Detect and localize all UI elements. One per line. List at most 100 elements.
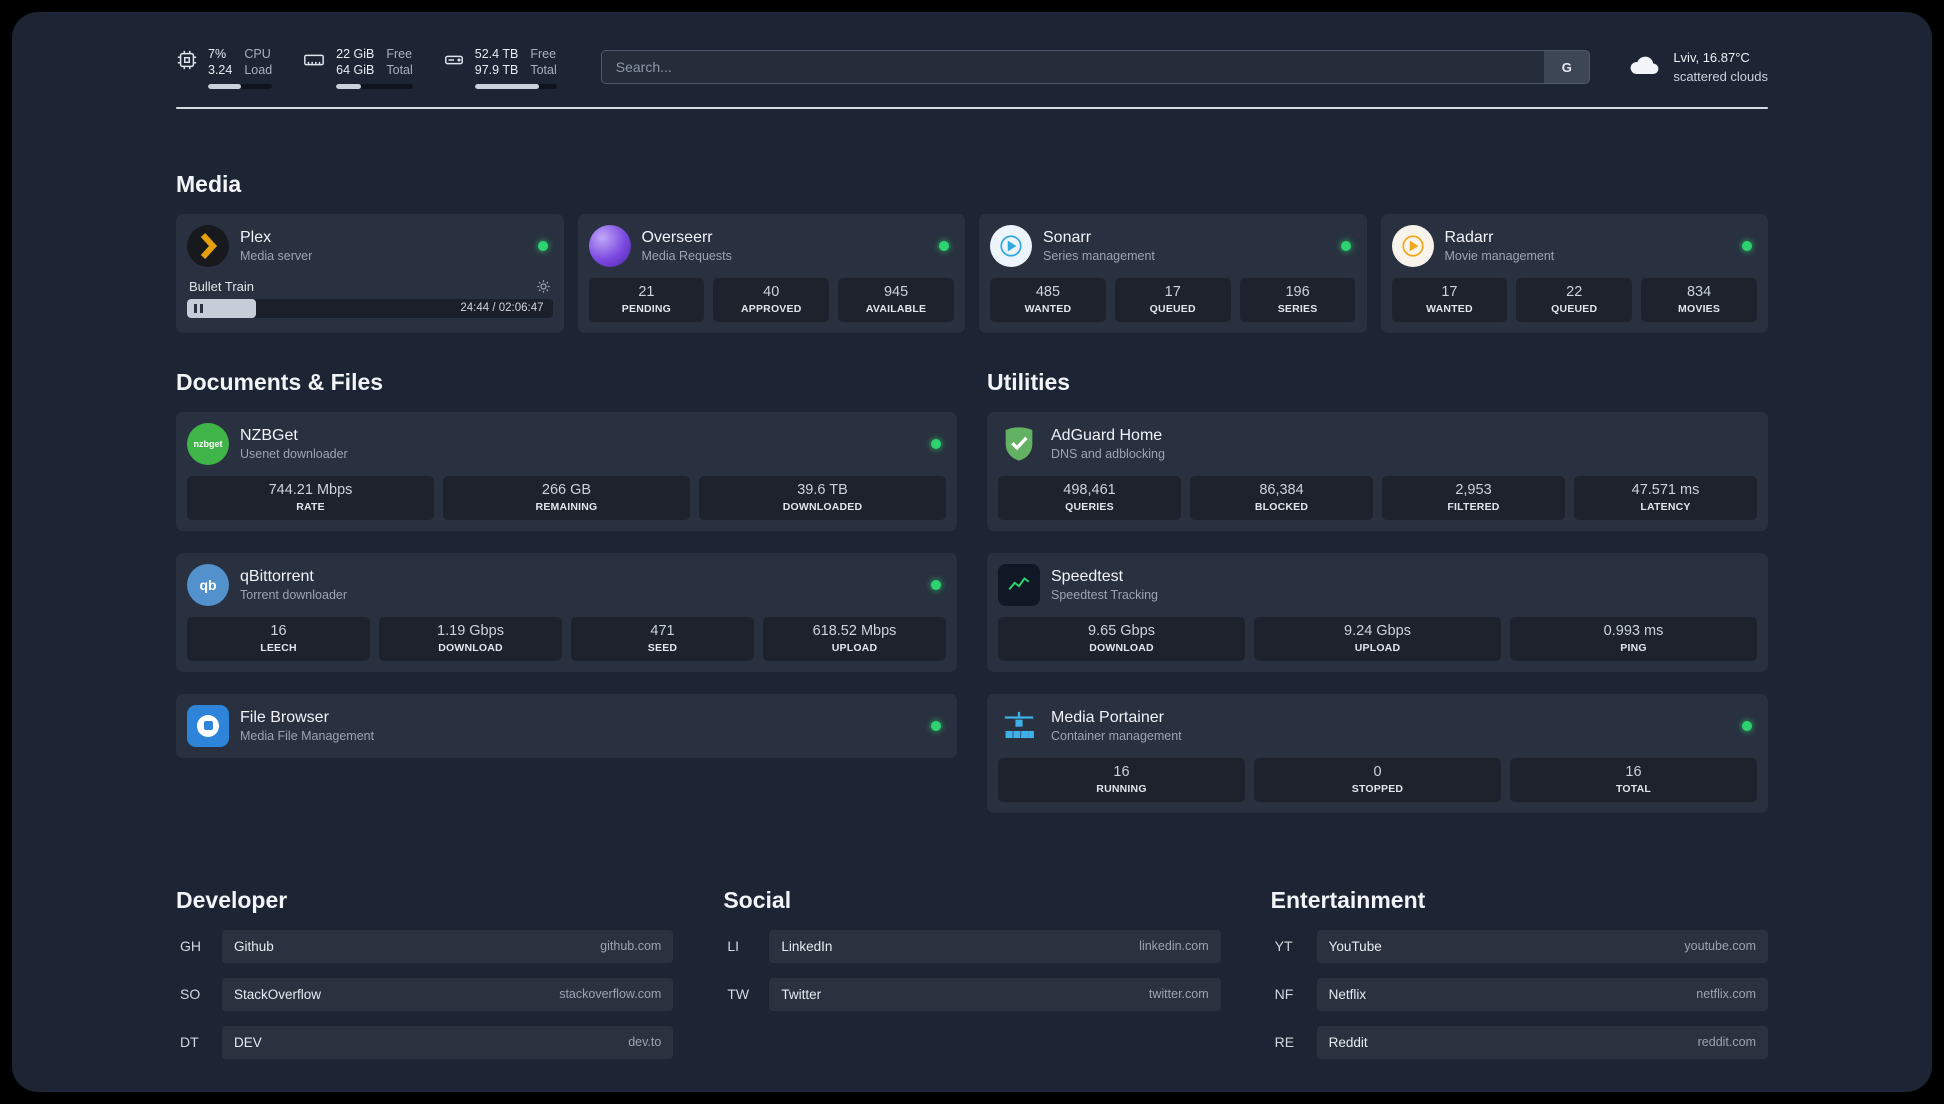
service-card-radarr[interactable]: Radarr Movie management 17 WANTED 22 QUE… [1380, 213, 1768, 333]
bookmark-netflix[interactable]: NF Netflix netflix.com [1271, 977, 1768, 1011]
status-dot [939, 240, 949, 251]
overseerr-icon [588, 224, 631, 267]
media-heading: Media [176, 170, 242, 197]
status-dot [931, 720, 941, 731]
service-card-overseerr[interactable]: Overseerr Media Requests 21 PENDING 40 A… [577, 213, 965, 333]
utilities-heading: Utilities [987, 368, 1071, 395]
bookmark-abbr: YT [1274, 938, 1293, 954]
service-name: Plex [240, 228, 272, 246]
adguard-icon [998, 423, 1040, 465]
cpu-load: 3.24 [208, 63, 233, 78]
search-engine-button[interactable]: G [1544, 50, 1591, 85]
search-input[interactable] [600, 50, 1545, 85]
bookmark-youtube[interactable]: YT YouTube youtube.com [1271, 929, 1768, 963]
service-card-adguard[interactable]: AdGuard Home DNS and adblocking 498,461 … [987, 411, 1768, 531]
cpu-label-bottom: Load [244, 63, 273, 78]
stat: 498,461 QUERIES [998, 475, 1181, 520]
stat: 196 SERIES [1239, 277, 1356, 322]
bookmark-abbr: GH [180, 938, 201, 954]
documents-heading: Documents & Files [176, 368, 384, 395]
plex-now-playing: Bullet Train [187, 279, 553, 318]
service-description: Torrent downloader [240, 587, 348, 602]
developer-heading: Developer [176, 886, 288, 913]
disk-widget: 52.4 TB 97.9 TB Free Total [443, 46, 557, 89]
service-description: Media server [240, 248, 313, 263]
header-divider [176, 106, 1768, 109]
bookmark-group-entertainment: Entertainment YT YouTube youtube.com NF … [1271, 887, 1768, 1074]
service-card-qbittorrent[interactable]: qb qBittorrent Torrent downloader 16 LEE… [176, 552, 957, 672]
memory-icon [302, 46, 326, 89]
search-bar: G [600, 50, 1591, 85]
cpu-widget: 7% 3.24 CPU Load [176, 46, 273, 89]
stat: 618.52 Mbps UPLOAD [763, 616, 946, 661]
memory-progress-bar [336, 83, 413, 89]
dashboard: 7% 3.24 CPU Load [12, 12, 1932, 1092]
bookmark-linkedin[interactable]: LI LinkedIn linkedin.com [723, 929, 1221, 963]
disk-label-top: Free [530, 47, 557, 61]
portainer-icon [998, 705, 1040, 747]
service-name: NZBGet [240, 426, 298, 444]
filebrowser-icon [187, 704, 229, 747]
bookmark-url: reddit.com [1697, 1035, 1756, 1049]
bookmark-reddit[interactable]: RE Reddit reddit.com [1271, 1025, 1768, 1059]
service-card-nzbget[interactable]: nzbget NZBGet Usenet downloader 744.21 M… [176, 411, 957, 531]
service-card-sonarr[interactable]: Sonarr Series management 485 WANTED 17 Q… [979, 213, 1367, 333]
cpu-progress-bar [208, 83, 273, 89]
service-card-plex[interactable]: Plex Media server Bullet Train [176, 213, 564, 333]
service-card-portainer[interactable]: Media Portainer Container management 16 … [987, 693, 1768, 813]
service-card-filebrowser[interactable]: File Browser Media File Management [176, 693, 957, 758]
nzbget-icon: nzbget [187, 422, 229, 465]
bookmark-twitter[interactable]: TW Twitter twitter.com [723, 977, 1221, 1011]
service-description: Movie management [1444, 248, 1555, 263]
service-description: Media File Management [240, 728, 375, 743]
stat: 17 QUEUED [1114, 277, 1231, 322]
disk-label-bottom: Total [530, 63, 557, 78]
qbittorrent-icon: qb [187, 563, 229, 606]
stat: 485 WANTED [990, 277, 1106, 322]
disk-progress-bar [474, 83, 557, 89]
memory-free: 22 GiB [336, 47, 375, 61]
gear-icon[interactable] [536, 279, 551, 294]
cloud-icon [1626, 47, 1662, 88]
stat: 16 RUNNING [998, 757, 1245, 802]
stat: 9.65 Gbps DOWNLOAD [998, 616, 1245, 661]
bookmark-abbr: DT [180, 1034, 199, 1050]
disk-total: 97.9 TB [474, 63, 519, 78]
bookmark-dev[interactable]: DT DEV dev.to [176, 1025, 674, 1059]
cpu-label-top: CPU [244, 47, 271, 61]
bookmark-github[interactable]: GH Github github.com [176, 929, 674, 963]
service-name: AdGuard Home [1051, 426, 1163, 444]
memory-label-top: Free [386, 47, 413, 61]
stat: 9.24 Gbps UPLOAD [1254, 616, 1501, 661]
speedtest-icon [998, 563, 1040, 606]
bookmark-url: youtube.com [1684, 939, 1756, 953]
playback-time: 24:44 / 02:06:47 [460, 302, 544, 314]
service-description: DNS and adblocking [1051, 446, 1165, 461]
service-card-speedtest[interactable]: Speedtest Speedtest Tracking 9.65 Gbps D… [987, 552, 1768, 672]
service-name: File Browser [240, 708, 329, 726]
bookmark-name: Twitter [781, 986, 822, 1002]
stat: 16 LEECH [187, 616, 370, 661]
plex-progress-bar[interactable]: 24:44 / 02:06:47 [187, 298, 553, 318]
cpu-icon [176, 46, 198, 89]
stat: 22 QUEUED [1516, 277, 1633, 322]
stat: 47.571 ms LATENCY [1574, 475, 1757, 520]
disk-free: 52.4 TB [474, 47, 519, 61]
service-name: Speedtest [1051, 567, 1124, 585]
bookmark-name: YouTube [1328, 938, 1382, 954]
now-playing-title: Bullet Train [189, 278, 255, 294]
status-dot [931, 579, 941, 590]
stat: 39.6 TB DOWNLOADED [699, 475, 946, 520]
status-dot [1742, 240, 1752, 251]
bookmark-abbr: LI [727, 938, 740, 954]
service-description: Speedtest Tracking [1051, 587, 1159, 602]
bookmark-group-developer: Developer GH Github github.com SO StackO… [176, 886, 674, 1074]
weather-location: Lviv, 16.87°C [1673, 49, 1750, 65]
pause-icon[interactable] [194, 303, 203, 313]
bookmark-stackoverflow[interactable]: SO StackOverflow stackoverflow.com [176, 977, 674, 1011]
service-name: Overseerr [641, 228, 713, 246]
sonarr-icon [990, 224, 1032, 267]
service-description: Usenet downloader [240, 446, 348, 461]
disk-icon [443, 46, 465, 89]
stat: 471 SEED [571, 616, 754, 661]
